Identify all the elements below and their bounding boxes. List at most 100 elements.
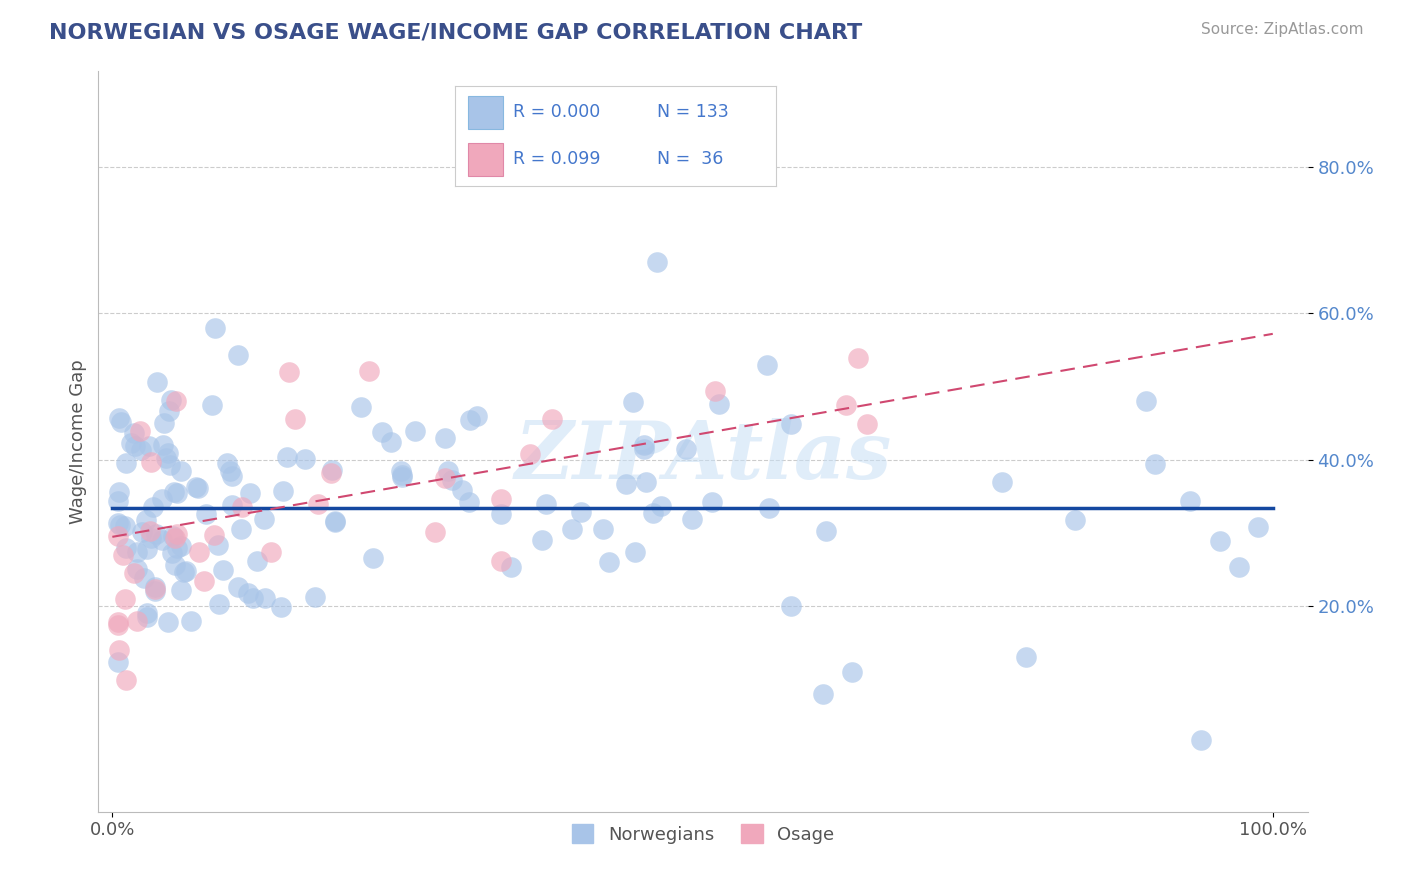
Point xyxy=(846,351,869,365)
Point xyxy=(134,513,156,527)
Point xyxy=(166,486,188,500)
Point xyxy=(636,475,658,490)
Point xyxy=(180,615,202,629)
Point xyxy=(163,484,186,499)
Point xyxy=(139,524,162,538)
Point xyxy=(273,483,295,498)
Point xyxy=(173,565,195,579)
Point xyxy=(108,517,131,532)
Point xyxy=(561,522,583,536)
Point xyxy=(145,526,167,541)
Point xyxy=(120,436,142,450)
Point xyxy=(125,562,148,576)
Point xyxy=(434,431,457,445)
Point xyxy=(242,591,264,605)
Point xyxy=(433,471,456,485)
Point xyxy=(166,541,188,555)
Point xyxy=(146,375,169,389)
Point xyxy=(157,403,180,417)
Point xyxy=(1015,650,1038,665)
Point xyxy=(451,483,474,497)
Point xyxy=(325,515,347,529)
Point xyxy=(186,481,208,495)
Point xyxy=(835,398,858,412)
Point xyxy=(150,533,173,547)
Point xyxy=(239,486,262,500)
Point xyxy=(253,591,276,605)
Legend: Norwegians, Osage: Norwegians, Osage xyxy=(564,817,842,851)
Point xyxy=(675,442,697,457)
Point xyxy=(124,566,146,580)
Y-axis label: Wage/Income Gap: Wage/Income Gap xyxy=(69,359,87,524)
Point xyxy=(165,394,187,409)
Point xyxy=(1064,513,1087,527)
Point xyxy=(107,516,129,530)
Point xyxy=(194,507,217,521)
Point xyxy=(540,412,562,426)
Point xyxy=(202,528,225,542)
Point xyxy=(110,416,132,430)
Point xyxy=(704,384,727,399)
Point xyxy=(221,498,243,512)
Point xyxy=(294,452,316,467)
Point xyxy=(115,673,138,687)
Point xyxy=(633,442,655,457)
Point xyxy=(598,556,620,570)
Point xyxy=(107,643,129,657)
Point xyxy=(370,425,392,440)
Point xyxy=(131,443,153,458)
Point xyxy=(437,464,460,478)
Point xyxy=(114,591,136,606)
Point xyxy=(276,450,298,465)
Point xyxy=(160,546,183,560)
Point xyxy=(166,527,188,541)
Point xyxy=(131,525,153,540)
Point xyxy=(122,425,145,440)
Point xyxy=(350,400,373,414)
Point xyxy=(633,438,655,452)
Point xyxy=(304,590,326,604)
Point xyxy=(623,544,645,558)
Point xyxy=(115,456,138,470)
Point xyxy=(207,538,229,552)
Point xyxy=(361,551,384,566)
Point xyxy=(204,321,226,335)
Point xyxy=(231,500,253,515)
Point xyxy=(491,492,513,507)
Point xyxy=(458,495,481,509)
Point xyxy=(569,505,592,519)
Point xyxy=(219,464,242,478)
Point xyxy=(231,522,253,536)
Point xyxy=(107,529,129,543)
Point xyxy=(193,574,215,589)
Point xyxy=(252,512,274,526)
Point xyxy=(170,539,193,553)
Point xyxy=(107,494,129,508)
Point xyxy=(107,655,129,669)
Point xyxy=(152,438,174,452)
Point xyxy=(391,468,413,483)
Point xyxy=(841,665,863,680)
Point xyxy=(142,500,165,515)
Point xyxy=(323,514,346,528)
Point xyxy=(135,606,157,620)
Point xyxy=(779,417,801,431)
Point xyxy=(184,480,207,494)
Text: Source: ZipAtlas.com: Source: ZipAtlas.com xyxy=(1201,22,1364,37)
Point xyxy=(357,364,380,378)
Point xyxy=(389,464,412,478)
Point xyxy=(138,440,160,454)
Point xyxy=(519,447,541,461)
Point xyxy=(260,545,283,559)
Point xyxy=(238,586,260,600)
Point xyxy=(990,475,1012,489)
Point xyxy=(650,500,672,514)
Point xyxy=(278,365,301,379)
Point xyxy=(145,582,167,596)
Point xyxy=(132,571,155,585)
Point xyxy=(1227,559,1250,574)
Point xyxy=(501,560,523,574)
Point xyxy=(284,412,307,426)
Point xyxy=(114,519,136,533)
Point xyxy=(157,446,180,460)
